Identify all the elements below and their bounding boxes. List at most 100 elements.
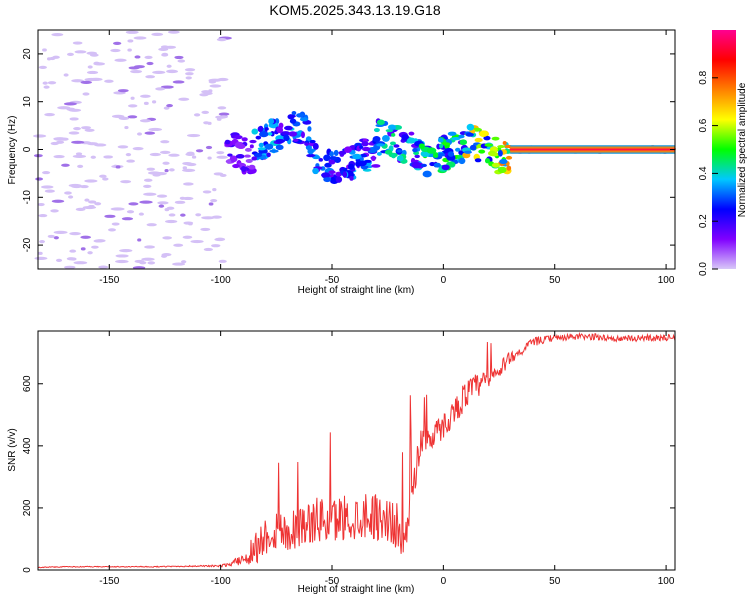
spectrogram-noise-blob — [146, 223, 157, 227]
spectrogram-noise-blob — [162, 161, 170, 165]
spectrogram-noise-blob — [134, 55, 141, 59]
spectrogram-noise-blob — [132, 146, 144, 151]
snr-plot-area — [38, 331, 675, 570]
spectrogram-noise-blob — [187, 133, 201, 138]
colorbar-label: Normalized spectral amplitude — [737, 82, 748, 217]
spectrogram-x-tick-label: 0 — [441, 275, 447, 286]
spectrogram-noise-blob — [137, 132, 143, 136]
spectrogram-ridge-blob — [313, 155, 321, 160]
spectrogram-noise-blob — [185, 76, 192, 80]
spectrogram-noise-blob — [186, 151, 195, 155]
spectrogram-ridge-blob — [342, 167, 348, 172]
spectrogram-noise-blob — [180, 213, 186, 217]
spectrogram-noise-blob — [160, 85, 174, 89]
spectrogram-noise-blob — [63, 102, 77, 106]
spectrogram-noise-blob — [61, 163, 70, 167]
spectrogram-noise-blob — [69, 232, 81, 236]
spectrogram-noise-blob — [184, 68, 196, 72]
spectrogram-noise-blob — [148, 127, 163, 132]
spectrogram-ridge-blob — [299, 117, 309, 122]
spectrogram-noise-blob — [139, 119, 151, 123]
spectrogram-noise-blob — [115, 259, 129, 264]
spectrogram-ridge-blob — [251, 156, 258, 161]
spectrogram-ridge-blob — [275, 144, 284, 151]
spectrogram-noise-blob — [217, 106, 227, 110]
spectrogram-noise-blob — [138, 212, 144, 216]
spectrogram-ridge-blob — [381, 135, 390, 142]
spectrogram-noise-blob — [55, 258, 63, 262]
spectrogram-ridge-blob — [329, 156, 338, 161]
spectrogram-noise-blob — [42, 81, 48, 85]
spectrogram-x-tick-label: 100 — [658, 275, 675, 286]
spectrogram-ridge-blob — [505, 155, 513, 160]
spectrogram-noise-blob — [203, 247, 213, 252]
spectrogram-ridge-blob — [474, 137, 483, 143]
spectrogram-ridge-blob — [474, 158, 482, 163]
spectrogram-noise-blob — [35, 177, 44, 181]
spectrogram-noise-blob — [174, 200, 186, 204]
spectrogram-noise-blob — [108, 228, 116, 232]
spectrogram-ridge-blob — [497, 166, 507, 174]
spectrogram-ridge-blob — [447, 131, 457, 136]
spectrogram-noise-blob — [86, 70, 99, 75]
colorbar: 0.0 0.2 0.4 0.6 0.8 Normalized spectral ampl… — [698, 30, 748, 276]
spectrogram-noise-blob — [104, 79, 114, 83]
spectrogram-ridge-blob — [249, 144, 254, 149]
spectrogram-noise-blob — [172, 80, 185, 84]
spectrogram-ridge-blob — [342, 171, 348, 178]
spectrogram-ridge-blob — [362, 146, 371, 152]
colorbar-gradient — [712, 30, 736, 269]
spectrogram-x-tick-label: -50 — [325, 275, 340, 286]
spectrogram-noise-blob — [137, 238, 142, 242]
spectrogram-noise-blob — [41, 185, 54, 189]
spectrogram-ridge-blob — [401, 134, 410, 141]
spectrogram-x-tick-label: 50 — [549, 275, 561, 286]
spectrogram-noise-blob — [110, 207, 125, 211]
spectrogram-noise-blob — [91, 245, 99, 249]
spectrogram-ridge-blob — [408, 131, 415, 136]
spectrogram-x-label: Height of straight line (km) — [298, 285, 415, 296]
spectrogram-ridge-blob — [287, 114, 295, 120]
spectrogram-noise-blob — [195, 149, 204, 153]
spectrogram-noise-blob — [117, 145, 129, 149]
colorbar-ticks: 0.0 0.2 0.4 0.6 0.8 — [698, 70, 718, 276]
spectrogram-noise-blob — [115, 165, 121, 169]
snr-panel: -150 -100 -50 0 50 100 0 200 400 600 Height of s… — [7, 330, 676, 595]
spectrogram-noise-blob — [182, 196, 194, 201]
spectrogram-ridge-blob — [497, 145, 506, 149]
spectrogram-ridge-blob — [304, 142, 310, 146]
spectrogram-ridge-blob — [469, 144, 477, 151]
spectrogram-ridge-blob — [229, 155, 238, 163]
spectrogram-ridge-blob — [491, 162, 500, 168]
spectrogram-noise-blob — [127, 39, 134, 43]
spectrogram-ridge-blob — [306, 153, 316, 158]
spectrogram-noise-blob — [161, 254, 168, 258]
snr-y-tick-label: 400 — [22, 437, 33, 454]
snr-x-label: Height of straight line (km) — [298, 584, 415, 595]
spectrogram-noise-blob — [126, 159, 135, 163]
spectrogram-ridge-blob — [437, 152, 446, 157]
spectrogram-ridge-blob — [329, 151, 334, 157]
spectrogram-ridge-blob — [439, 143, 444, 149]
spectrogram-noise-blob — [173, 243, 184, 247]
spectrogram-noise-blob — [125, 30, 139, 34]
spectrogram-noise-blob — [152, 100, 157, 104]
spectrogram-ridge-blob — [390, 133, 396, 137]
spectrogram-noise-blob — [201, 216, 215, 220]
spectrogram-noise-blob — [146, 167, 156, 171]
spectrogram-noise-blob — [199, 93, 209, 97]
spectrogram-x-tick-label: -100 — [211, 275, 231, 286]
spectrogram-ridge-blob — [288, 131, 298, 137]
spectrogram-noise-blob — [111, 222, 120, 226]
spectrogram-ridge-blob — [458, 157, 466, 165]
spectrogram-noise-blob — [115, 254, 129, 258]
spectrogram-ridge-blob — [506, 165, 512, 171]
spectrogram-noise-layer — [33, 30, 232, 270]
spectrogram-noise-blob — [144, 131, 156, 135]
spectrogram-noise-blob — [144, 55, 153, 59]
spectrogram-noise-blob — [63, 73, 69, 77]
snr-x-tick-label: 50 — [549, 576, 561, 587]
spectrogram-noise-blob — [216, 38, 227, 42]
